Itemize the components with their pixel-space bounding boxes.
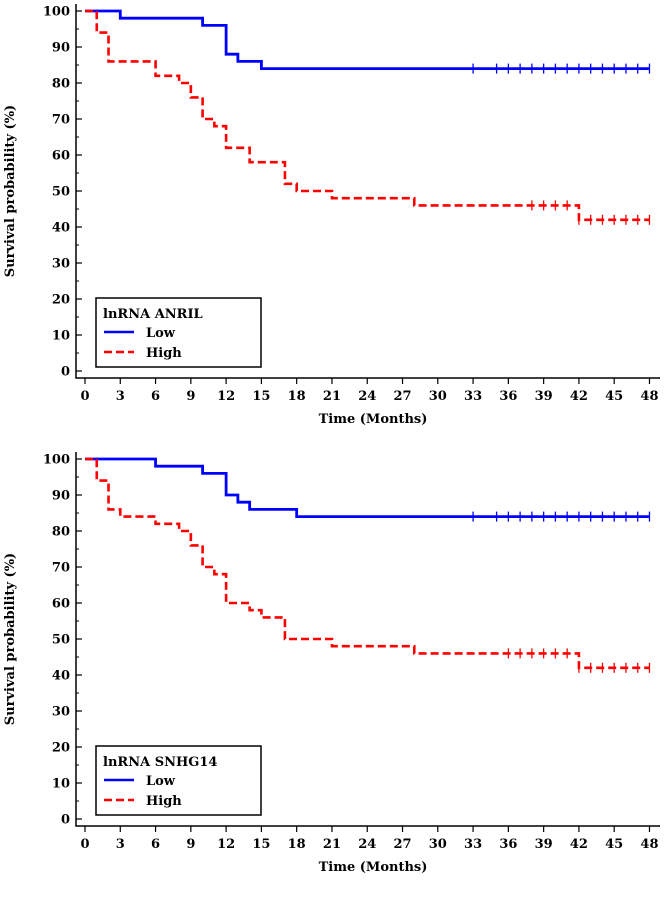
x-tick-label: 12 xyxy=(217,389,235,404)
legend-label-low: Low xyxy=(146,774,176,789)
x-tick-label: 3 xyxy=(116,389,125,404)
x-tick-label: 15 xyxy=(252,389,270,404)
x-tick-label: 42 xyxy=(570,389,588,404)
y-tick-label: 70 xyxy=(52,561,70,576)
x-tick-label: 24 xyxy=(358,837,376,852)
y-tick-label: 20 xyxy=(52,741,70,756)
survival-curve-low xyxy=(85,9,650,70)
y-axis-title: Survival probability (%) xyxy=(3,105,18,277)
axis-frame xyxy=(75,452,660,827)
y-tick-label: 0 xyxy=(61,365,70,380)
y-tick-label: 40 xyxy=(52,221,70,236)
x-axis-title: Time (Months) xyxy=(319,860,428,875)
legend-box xyxy=(95,745,262,816)
x-tick-label: 48 xyxy=(640,389,658,404)
y-tick-label: 80 xyxy=(52,525,70,540)
series-low xyxy=(85,9,651,74)
x-tick-label: 18 xyxy=(288,389,306,404)
survival-curve-low xyxy=(85,457,650,518)
legend-label-high: High xyxy=(146,794,182,809)
y-tick-label: 0 xyxy=(61,813,70,828)
x-tick-label: 24 xyxy=(358,389,376,404)
legend-title: lnRNA ANRIL xyxy=(103,307,203,322)
x-tick-label: 9 xyxy=(186,837,195,852)
x-tick-label: 45 xyxy=(605,389,623,404)
x-tick-label: 36 xyxy=(499,837,517,852)
x-tick-label: 3 xyxy=(116,837,125,852)
y-tick-label: 30 xyxy=(52,705,70,720)
x-tick-label: 33 xyxy=(464,389,482,404)
x-tick-label: 21 xyxy=(323,389,341,404)
y-tick-label: 20 xyxy=(52,293,70,308)
legend: lnRNA ANRIL Low High xyxy=(95,297,262,368)
x-tick-label: 12 xyxy=(217,837,235,852)
y-tick-label: 30 xyxy=(52,257,70,272)
x-tick-label: 45 xyxy=(605,837,623,852)
y-tick-label: 100 xyxy=(43,5,70,20)
series-high xyxy=(85,9,651,225)
x-tick-label: 42 xyxy=(570,837,588,852)
x-tick-label: 21 xyxy=(323,837,341,852)
x-tick-label: 39 xyxy=(535,389,553,404)
survival-curve-high xyxy=(85,9,650,222)
x-tick-label: 48 xyxy=(640,837,658,852)
y-tick-label: 90 xyxy=(52,41,70,56)
x-tick-label: 33 xyxy=(464,837,482,852)
y-tick-label: 100 xyxy=(43,453,70,468)
x-tick-label: 36 xyxy=(499,389,517,404)
y-tick-label: 90 xyxy=(52,489,70,504)
x-tick-label: 15 xyxy=(252,837,270,852)
series-low xyxy=(85,457,651,522)
axis-frame xyxy=(75,4,660,379)
x-tick-label: 6 xyxy=(151,389,160,404)
y-tick-label: 60 xyxy=(52,597,70,612)
legend-label-low: Low xyxy=(146,326,176,341)
y-tick-label: 80 xyxy=(52,77,70,92)
y-tick-label: 10 xyxy=(52,777,70,792)
x-tick-label: 0 xyxy=(80,837,89,852)
y-tick-label: 60 xyxy=(52,149,70,164)
y-tick-label: 50 xyxy=(52,633,70,648)
y-tick-label: 10 xyxy=(52,329,70,344)
x-tick-label: 18 xyxy=(288,837,306,852)
legend-title: lnRNA SNHG14 xyxy=(103,755,217,770)
x-tick-label: 27 xyxy=(393,389,411,404)
y-tick-label: 50 xyxy=(52,185,70,200)
legend-label-high: High xyxy=(146,346,182,361)
y-axis-title: Survival probability (%) xyxy=(3,553,18,725)
y-tick-label: 70 xyxy=(52,113,70,128)
legend: lnRNA SNHG14 Low High xyxy=(95,745,262,816)
y-tick-label: 40 xyxy=(52,669,70,684)
x-tick-label: 0 xyxy=(80,389,89,404)
survival-curve-high xyxy=(85,457,650,670)
x-tick-label: 30 xyxy=(429,837,447,852)
x-tick-label: 30 xyxy=(429,389,447,404)
x-tick-label: 39 xyxy=(535,837,553,852)
x-tick-label: 9 xyxy=(186,389,195,404)
x-axis-title: Time (Months) xyxy=(319,412,428,427)
x-tick-label: 27 xyxy=(393,837,411,852)
series-high xyxy=(85,457,651,673)
x-tick-label: 6 xyxy=(151,837,160,852)
